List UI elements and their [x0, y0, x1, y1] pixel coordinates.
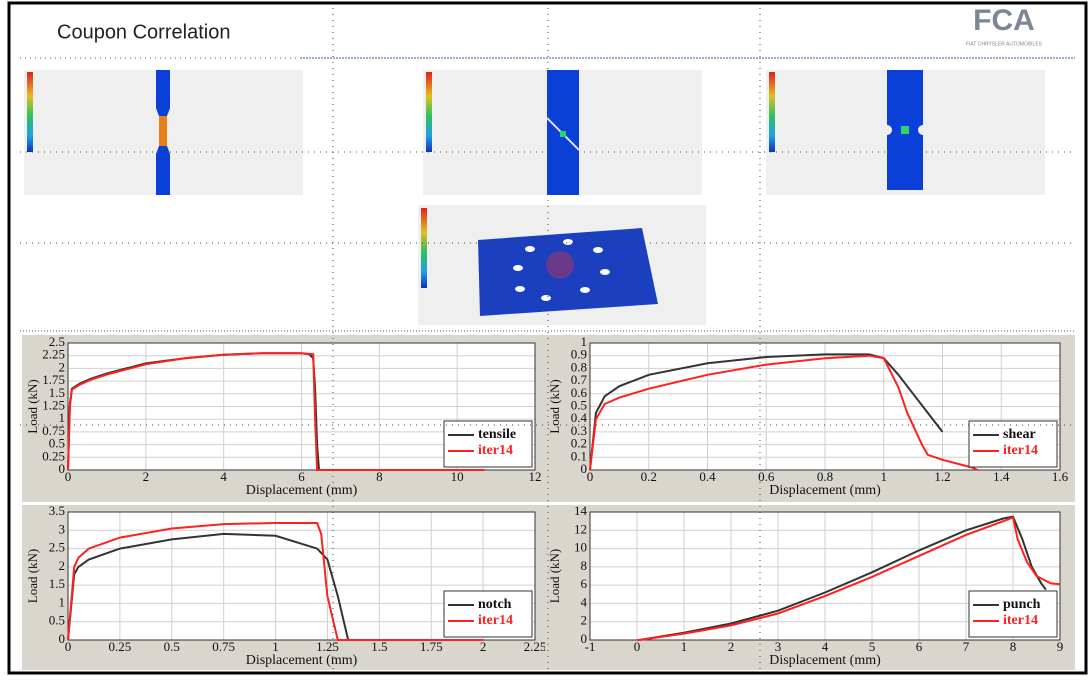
x-tick-label: 6	[298, 469, 305, 484]
legend-label: punch	[1003, 597, 1041, 612]
y-axis-title: Load (kN)	[25, 549, 40, 604]
x-tick-label: 1.6	[1052, 469, 1069, 484]
y-tick-label: 4	[581, 594, 588, 609]
y-tick-label: 1.5	[49, 576, 65, 591]
x-tick-label: 0	[65, 469, 72, 484]
y-tick-label: 8	[581, 558, 588, 573]
x-tick-label: 1.75	[420, 639, 443, 654]
x-tick-label: 10	[451, 469, 464, 484]
x-tick-label: 1.25	[316, 639, 339, 654]
x-tick-label: 2	[143, 469, 150, 484]
x-tick-label: 2	[480, 639, 487, 654]
y-axis-title: Load (kN)	[547, 549, 562, 604]
x-tick-label: 0	[634, 639, 641, 654]
legend-label: iter14	[478, 613, 513, 628]
x-tick-label: 0.75	[212, 639, 235, 654]
y-tick-label: 2.5	[49, 540, 65, 555]
legend-label: notch	[478, 597, 512, 612]
y-tick-label: 0.5	[49, 613, 65, 628]
chart: -1012345678902468101214Displacement (mm)…	[545, 503, 1075, 670]
legend-label: iter14	[1003, 613, 1038, 628]
y-tick-label: 2	[581, 613, 588, 628]
x-tick-label: 8	[376, 469, 383, 484]
x-tick-label: 4	[220, 469, 227, 484]
x-tick-label: 5	[869, 639, 876, 654]
y-axis-title: Load (kN)	[25, 379, 40, 434]
y-axis-title: Load (kN)	[547, 379, 562, 434]
x-axis-title: Displacement (mm)	[246, 483, 358, 498]
x-tick-label: 1	[681, 639, 688, 654]
y-tick-label: 3	[59, 521, 66, 536]
legend-label: tensile	[478, 427, 516, 442]
y-tick-label: 10	[574, 540, 587, 555]
x-tick-label: 0.25	[109, 639, 132, 654]
x-tick-label: 1	[272, 639, 279, 654]
x-tick-label: 0.8	[817, 469, 833, 484]
legend-label: iter14	[478, 443, 513, 458]
y-tick-label: 2	[59, 558, 66, 573]
x-tick-label: 6	[916, 639, 923, 654]
x-tick-label: 4	[822, 639, 829, 654]
x-tick-label: 0.4	[699, 469, 716, 484]
x-tick-label: 0.5	[164, 639, 180, 654]
x-tick-label: 0.6	[758, 469, 775, 484]
logo: FCA	[973, 4, 1035, 37]
x-tick-label: 1.2	[934, 469, 950, 484]
x-tick-label: 1.5	[371, 639, 387, 654]
y-tick-label: 6	[581, 576, 588, 591]
x-axis-title: Displacement (mm)	[246, 653, 358, 668]
legend-label: iter14	[1003, 443, 1038, 458]
y-tick-label: 1	[581, 334, 588, 349]
simulation-punch	[418, 205, 706, 325]
y-tick-label: 14	[574, 503, 588, 518]
simulation-shear	[423, 70, 702, 195]
x-tick-label: 0	[65, 639, 72, 654]
x-tick-label: 2	[728, 639, 735, 654]
x-axis-title: Displacement (mm)	[769, 483, 881, 498]
y-tick-label: 3.5	[49, 503, 65, 518]
x-tick-label: 0.2	[641, 469, 657, 484]
y-tick-label: 12	[574, 521, 587, 536]
simulation-tensile	[24, 70, 303, 195]
x-tick-label: 8	[1010, 639, 1017, 654]
slide-title: Coupon Correlation	[57, 21, 230, 43]
x-tick-label: 0	[587, 469, 594, 484]
y-tick-label: 0	[59, 631, 66, 646]
y-tick-label: 0	[581, 631, 588, 646]
x-axis-title: Displacement (mm)	[769, 653, 881, 668]
y-tick-label: 2.5	[49, 334, 65, 349]
logo-subtitle: FIAT CHRYSLER AUTOMOBILES	[966, 41, 1043, 47]
x-tick-label: 1	[881, 469, 888, 484]
simulation-notch	[766, 70, 1045, 195]
legend-label: shear	[1003, 427, 1036, 442]
y-tick-label: 1	[59, 594, 66, 609]
x-tick-label: 7	[963, 639, 970, 654]
x-tick-label: 9	[1057, 639, 1064, 654]
slide: Coupon Correlation FCA FIAT CHRYSLER AUT…	[0, 0, 1091, 677]
x-tick-label: 3	[775, 639, 782, 654]
x-tick-label: 1.4	[993, 469, 1010, 484]
x-tick-label: 12	[529, 469, 542, 484]
x-tick-label: 2.25	[524, 639, 547, 654]
